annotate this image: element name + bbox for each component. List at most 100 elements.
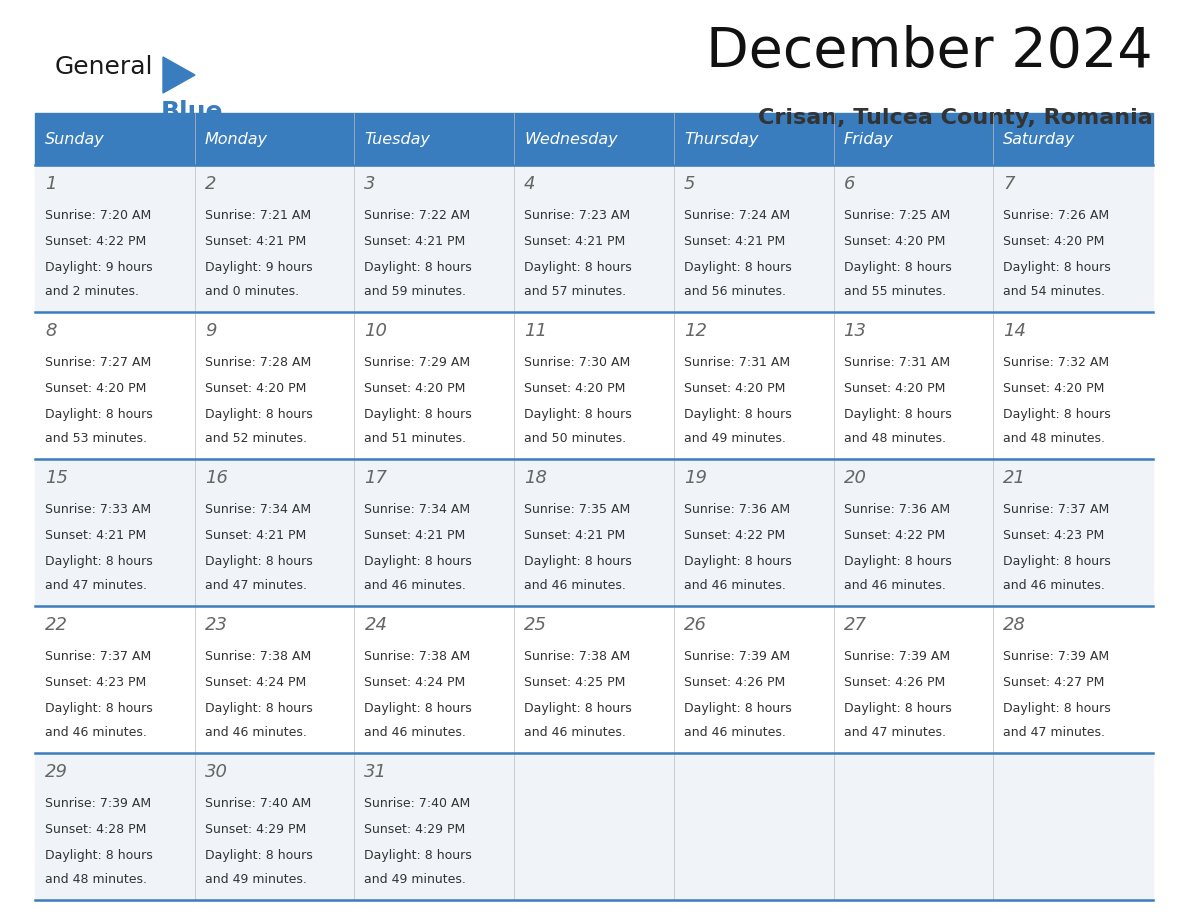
Text: Sunset: 4:28 PM: Sunset: 4:28 PM: [45, 823, 146, 836]
Text: Daylight: 8 hours: Daylight: 8 hours: [45, 555, 153, 568]
Text: 18: 18: [524, 469, 548, 487]
Text: Sunrise: 7:24 AM: Sunrise: 7:24 AM: [684, 209, 790, 222]
Text: Sunrise: 7:36 AM: Sunrise: 7:36 AM: [684, 503, 790, 516]
Text: Daylight: 8 hours: Daylight: 8 hours: [684, 261, 791, 274]
Text: Sunrise: 7:20 AM: Sunrise: 7:20 AM: [45, 209, 151, 222]
Bar: [34, 606, 195, 753]
Text: Daylight: 8 hours: Daylight: 8 hours: [843, 261, 952, 274]
Text: Sunrise: 7:34 AM: Sunrise: 7:34 AM: [204, 503, 311, 516]
Text: Sunset: 4:21 PM: Sunset: 4:21 PM: [204, 235, 307, 248]
Bar: [514, 459, 674, 606]
Text: Sunrise: 7:39 AM: Sunrise: 7:39 AM: [1004, 650, 1110, 663]
Text: Sunset: 4:20 PM: Sunset: 4:20 PM: [45, 382, 146, 395]
Text: and 59 minutes.: and 59 minutes.: [365, 285, 467, 298]
Text: Daylight: 8 hours: Daylight: 8 hours: [365, 261, 472, 274]
Polygon shape: [163, 57, 195, 93]
Text: Daylight: 8 hours: Daylight: 8 hours: [45, 849, 153, 862]
Text: Sunrise: 7:28 AM: Sunrise: 7:28 AM: [204, 356, 311, 369]
Text: Sunrise: 7:39 AM: Sunrise: 7:39 AM: [843, 650, 949, 663]
Text: 30: 30: [204, 763, 228, 781]
Text: Daylight: 8 hours: Daylight: 8 hours: [1004, 261, 1111, 274]
Text: Daylight: 8 hours: Daylight: 8 hours: [45, 702, 153, 715]
Text: Sunrise: 7:30 AM: Sunrise: 7:30 AM: [524, 356, 631, 369]
Text: Crisan, Tulcea County, Romania: Crisan, Tulcea County, Romania: [758, 108, 1154, 128]
Bar: [674, 606, 834, 753]
Text: 10: 10: [365, 322, 387, 340]
Text: Sunrise: 7:34 AM: Sunrise: 7:34 AM: [365, 503, 470, 516]
Text: and 46 minutes.: and 46 minutes.: [684, 726, 785, 739]
Text: and 53 minutes.: and 53 minutes.: [45, 432, 147, 445]
Bar: [34, 312, 195, 459]
Bar: [34, 113, 195, 165]
Text: Daylight: 8 hours: Daylight: 8 hours: [684, 702, 791, 715]
Text: and 46 minutes.: and 46 minutes.: [365, 579, 467, 592]
Text: Sunrise: 7:33 AM: Sunrise: 7:33 AM: [45, 503, 151, 516]
Bar: [993, 312, 1154, 459]
Text: 2: 2: [204, 175, 216, 193]
Text: Sunset: 4:25 PM: Sunset: 4:25 PM: [524, 676, 626, 689]
Text: Sunrise: 7:32 AM: Sunrise: 7:32 AM: [1004, 356, 1110, 369]
Text: and 54 minutes.: and 54 minutes.: [1004, 285, 1105, 298]
Text: Daylight: 8 hours: Daylight: 8 hours: [524, 408, 632, 421]
Bar: [195, 753, 354, 900]
Text: Sunrise: 7:40 AM: Sunrise: 7:40 AM: [204, 797, 311, 810]
Text: Daylight: 8 hours: Daylight: 8 hours: [843, 555, 952, 568]
Text: and 48 minutes.: and 48 minutes.: [1004, 432, 1105, 445]
Bar: [674, 459, 834, 606]
Text: and 57 minutes.: and 57 minutes.: [524, 285, 626, 298]
Text: Sunrise: 7:31 AM: Sunrise: 7:31 AM: [684, 356, 790, 369]
Text: Sunset: 4:20 PM: Sunset: 4:20 PM: [843, 235, 944, 248]
Text: 9: 9: [204, 322, 216, 340]
Text: Daylight: 8 hours: Daylight: 8 hours: [45, 408, 153, 421]
Bar: [195, 312, 354, 459]
Text: and 48 minutes.: and 48 minutes.: [843, 432, 946, 445]
Text: Sunrise: 7:31 AM: Sunrise: 7:31 AM: [843, 356, 949, 369]
Text: 13: 13: [843, 322, 866, 340]
Text: 19: 19: [684, 469, 707, 487]
Text: Sunrise: 7:35 AM: Sunrise: 7:35 AM: [524, 503, 631, 516]
Text: Sunrise: 7:38 AM: Sunrise: 7:38 AM: [365, 650, 470, 663]
Text: Sunset: 4:21 PM: Sunset: 4:21 PM: [684, 235, 785, 248]
Text: 12: 12: [684, 322, 707, 340]
Bar: [514, 606, 674, 753]
Text: Sunrise: 7:22 AM: Sunrise: 7:22 AM: [365, 209, 470, 222]
Text: 15: 15: [45, 469, 68, 487]
Text: 25: 25: [524, 616, 548, 634]
Text: Sunset: 4:29 PM: Sunset: 4:29 PM: [365, 823, 466, 836]
Text: Sunrise: 7:23 AM: Sunrise: 7:23 AM: [524, 209, 631, 222]
Text: Sunset: 4:21 PM: Sunset: 4:21 PM: [524, 529, 625, 542]
Text: and 46 minutes.: and 46 minutes.: [45, 726, 147, 739]
Text: Sunset: 4:20 PM: Sunset: 4:20 PM: [1004, 235, 1105, 248]
Text: Sunrise: 7:26 AM: Sunrise: 7:26 AM: [1004, 209, 1110, 222]
Text: and 46 minutes.: and 46 minutes.: [204, 726, 307, 739]
Text: Saturday: Saturday: [1004, 131, 1075, 147]
Text: Sunset: 4:22 PM: Sunset: 4:22 PM: [684, 529, 785, 542]
Text: Sunrise: 7:25 AM: Sunrise: 7:25 AM: [843, 209, 950, 222]
Text: and 46 minutes.: and 46 minutes.: [524, 579, 626, 592]
Text: Daylight: 8 hours: Daylight: 8 hours: [1004, 702, 1111, 715]
Text: 6: 6: [843, 175, 855, 193]
Text: Thursday: Thursday: [684, 131, 758, 147]
Text: Sunset: 4:21 PM: Sunset: 4:21 PM: [365, 235, 466, 248]
Text: and 0 minutes.: and 0 minutes.: [204, 285, 299, 298]
Bar: [195, 165, 354, 312]
Text: Sunset: 4:22 PM: Sunset: 4:22 PM: [843, 529, 944, 542]
Bar: [674, 312, 834, 459]
Text: Daylight: 8 hours: Daylight: 8 hours: [365, 555, 472, 568]
Text: Friday: Friday: [843, 131, 893, 147]
Text: Sunset: 4:21 PM: Sunset: 4:21 PM: [204, 529, 307, 542]
Text: Sunset: 4:21 PM: Sunset: 4:21 PM: [45, 529, 146, 542]
Text: Sunset: 4:29 PM: Sunset: 4:29 PM: [204, 823, 307, 836]
Text: 26: 26: [684, 616, 707, 634]
Bar: [514, 113, 674, 165]
Bar: [195, 459, 354, 606]
Bar: [993, 165, 1154, 312]
Text: Daylight: 9 hours: Daylight: 9 hours: [204, 261, 312, 274]
Text: 14: 14: [1004, 322, 1026, 340]
Text: Daylight: 8 hours: Daylight: 8 hours: [843, 408, 952, 421]
Bar: [993, 459, 1154, 606]
Bar: [674, 113, 834, 165]
Text: Daylight: 8 hours: Daylight: 8 hours: [843, 702, 952, 715]
Text: 7: 7: [1004, 175, 1015, 193]
Text: 4: 4: [524, 175, 536, 193]
